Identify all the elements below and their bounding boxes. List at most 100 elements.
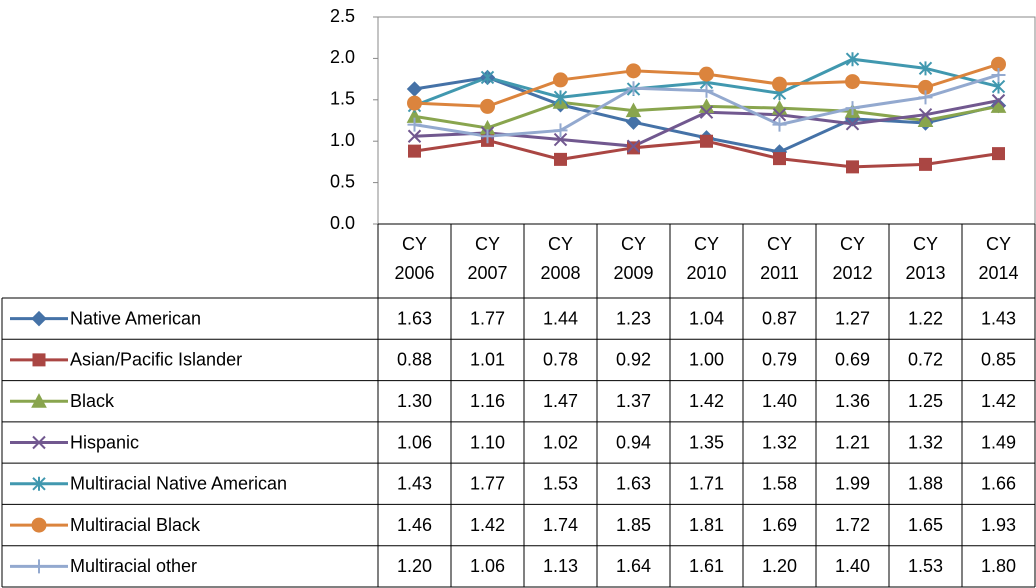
y-tick-label: 1.5 <box>330 89 355 109</box>
table-value: 1.85 <box>616 515 651 535</box>
marker <box>479 98 496 114</box>
table-value: 1.65 <box>908 515 943 535</box>
table-value: 1.00 <box>689 350 724 370</box>
legend-label: Multiracial Native American <box>70 474 287 494</box>
table-value: 1.77 <box>470 308 505 328</box>
marker <box>771 76 788 92</box>
table-value: 1.81 <box>689 515 724 535</box>
table-value: 1.30 <box>397 391 432 411</box>
marker <box>698 66 715 82</box>
table-value: 1.42 <box>981 391 1016 411</box>
marker <box>919 157 932 171</box>
x-tick-label: CY 2012 <box>832 234 873 283</box>
table-value: 1.46 <box>397 515 432 535</box>
table-value: 1.66 <box>981 474 1016 494</box>
x-tick-label: CY 2011 <box>760 234 799 283</box>
table-value: 1.37 <box>616 391 651 411</box>
table-value: 1.32 <box>762 432 797 452</box>
marker <box>627 141 640 155</box>
x-tick-label: CY 2008 <box>540 234 581 283</box>
marker <box>992 147 1005 161</box>
table-value: 1.13 <box>543 556 578 576</box>
marker <box>553 123 568 138</box>
table-value: 1.43 <box>981 308 1016 328</box>
legend-marker <box>32 435 46 450</box>
marker <box>699 105 714 119</box>
marker <box>699 83 714 98</box>
table-value: 1.40 <box>835 556 870 576</box>
marker <box>552 72 569 88</box>
marker <box>553 90 568 105</box>
table-value: 1.36 <box>835 391 870 411</box>
marker <box>845 52 860 67</box>
table-value: 0.78 <box>543 350 578 370</box>
marker <box>625 114 642 130</box>
marker <box>554 152 567 166</box>
table-value: 0.72 <box>908 350 943 370</box>
table-value: 1.04 <box>689 308 724 328</box>
table-value: 1.22 <box>908 308 943 328</box>
marker <box>408 144 421 158</box>
table-value: 1.53 <box>543 474 578 494</box>
legend-label: Multiracial other <box>70 556 197 576</box>
marker <box>991 67 1006 82</box>
marker <box>917 79 934 95</box>
table-value: 1.61 <box>689 556 724 576</box>
y-tick-label: 2.5 <box>330 6 355 26</box>
marker <box>406 81 423 97</box>
marker <box>845 117 860 131</box>
table-value: 1.69 <box>762 515 797 535</box>
table-value: 1.20 <box>397 556 432 576</box>
table-value: 1.44 <box>543 308 578 328</box>
table-value: 0.92 <box>616 350 651 370</box>
legend-marker <box>31 310 47 327</box>
table-value: 1.72 <box>835 515 870 535</box>
table-value: 1.43 <box>397 474 432 494</box>
x-tick-label: CY 2007 <box>467 234 508 283</box>
y-tick-label: 0.5 <box>330 171 355 191</box>
table-value: 1.63 <box>616 474 651 494</box>
table-value: 1.58 <box>762 474 797 494</box>
table-value: 1.71 <box>689 474 724 494</box>
table-value: 1.06 <box>397 432 432 452</box>
legend-marker <box>32 559 46 574</box>
marker <box>700 134 713 148</box>
legend-label: Asian/Pacific Islander <box>70 350 242 370</box>
marker <box>407 117 422 132</box>
legend-label: Hispanic <box>70 432 139 452</box>
marker <box>772 117 787 132</box>
table-value: 1.93 <box>981 515 1016 535</box>
marker <box>918 61 933 76</box>
table-value: 1.40 <box>762 391 797 411</box>
legend-marker <box>32 476 46 491</box>
table-value: 1.63 <box>397 308 432 328</box>
marker <box>844 74 861 90</box>
table-value: 0.88 <box>397 350 432 370</box>
table-value: 0.87 <box>762 308 797 328</box>
table-value: 1.49 <box>981 432 1016 452</box>
table-value: 0.79 <box>762 350 797 370</box>
table-value: 1.02 <box>543 432 578 452</box>
marker <box>626 139 641 153</box>
marker <box>626 81 641 96</box>
table-value: 1.74 <box>543 515 578 535</box>
legend-marker <box>32 353 46 367</box>
marker <box>407 129 422 143</box>
table-value: 1.35 <box>689 432 724 452</box>
marker <box>991 93 1006 108</box>
marker <box>846 160 859 174</box>
table-value: 1.16 <box>470 391 505 411</box>
table-value: 1.25 <box>908 391 943 411</box>
marker <box>845 101 860 116</box>
marker <box>773 152 786 166</box>
table-value: 1.47 <box>543 391 578 411</box>
x-tick-label: CY 2013 <box>905 234 946 283</box>
table-value: 1.42 <box>470 515 505 535</box>
table-value: 1.01 <box>470 350 505 370</box>
table-value: 1.64 <box>616 556 651 576</box>
legend-label: Black <box>70 391 115 411</box>
table-value: 1.10 <box>470 432 505 452</box>
table-value: 1.99 <box>835 474 870 494</box>
